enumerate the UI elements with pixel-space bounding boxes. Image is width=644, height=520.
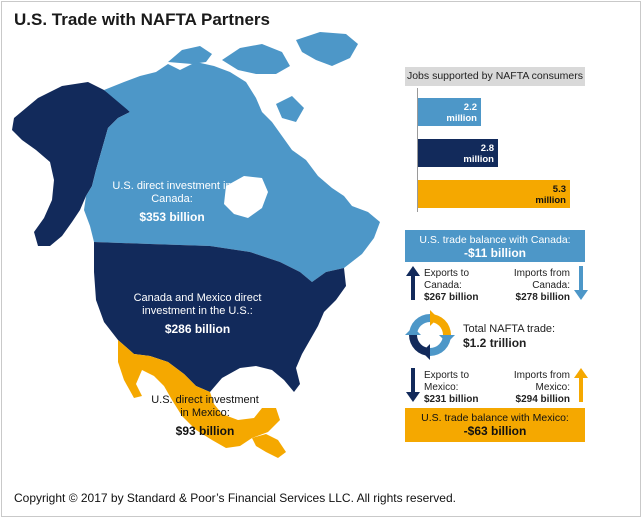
mexico-imports-value: $294 billion bbox=[515, 394, 570, 405]
jobs-bar-chart: 2.2 million 2.8 million 5.3 million bbox=[405, 88, 585, 212]
jobs-bar bbox=[418, 180, 570, 208]
canada-exports-value: $267 billion bbox=[424, 292, 479, 303]
mexico-investment-text: U.S. direct investment in Mexico: bbox=[151, 394, 259, 419]
mexico-imports-label: Imports from Mexico: bbox=[513, 370, 570, 393]
mexico-exports-value: $231 billion bbox=[424, 394, 479, 405]
mexico-investment-label: U.S. direct investment in Mexico: $93 bi… bbox=[150, 394, 260, 438]
jobs-chart-title: Jobs supported by NAFTA consumers bbox=[405, 67, 585, 86]
canada-imports: Imports from Canada: $278 billion bbox=[496, 268, 570, 304]
mexico-investment-amount: $93 billion bbox=[175, 424, 235, 438]
mexico-region bbox=[118, 340, 280, 448]
jobs-bar-label: 2.8 million bbox=[463, 143, 494, 165]
greenland-shape bbox=[296, 32, 358, 66]
total-trade-value: $1.2 trillion bbox=[463, 336, 527, 350]
jobs-bar-label: 5.3 million bbox=[535, 184, 566, 206]
us-investment-amount: $286 billion bbox=[164, 322, 231, 336]
canada-balance-box: U.S. trade balance with Canada: -$11 bil… bbox=[405, 230, 585, 262]
canada-balance-label: U.S. trade balance with Canada: bbox=[419, 234, 571, 246]
total-trade-label: Total NAFTA trade: bbox=[463, 323, 556, 335]
trade-cycle-icon bbox=[405, 310, 455, 360]
canada-investment-amount: $353 billion bbox=[139, 210, 205, 224]
canada-exports: Exports to Canada: $267 billion bbox=[424, 268, 500, 304]
mexico-imports: Imports from Mexico: $294 billion bbox=[496, 370, 570, 406]
canada-investment-text: U.S. direct investment in Canada: bbox=[112, 180, 232, 205]
us-investment-text: Canada and Mexico direct investment in t… bbox=[133, 292, 262, 317]
mexico-balance-box: U.S. trade balance with Mexico: -$63 bil… bbox=[405, 408, 585, 442]
mexico-exports: Exports to Mexico: $231 billion bbox=[424, 370, 500, 406]
us-investment-label: Canada and Mexico direct investment in t… bbox=[125, 292, 270, 336]
total-nafta-trade: Total NAFTA trade: $1.2 trillion bbox=[463, 322, 555, 350]
mexico-import-arrow-icon bbox=[574, 368, 588, 402]
arctic-islands bbox=[168, 44, 304, 122]
canada-export-arrow-icon bbox=[406, 266, 420, 300]
canada-exports-label: Exports to Canada: bbox=[424, 268, 470, 291]
copyright-notice: Copyright © 2017 by Standard & Poor’s Fi… bbox=[14, 491, 456, 505]
mexico-balance-value: -$63 billion bbox=[463, 424, 527, 438]
central-america-shape bbox=[252, 434, 286, 458]
canada-region bbox=[84, 62, 380, 282]
mexico-balance-label: U.S. trade balance with Mexico: bbox=[421, 412, 569, 424]
canada-balance-value: -$11 billion bbox=[463, 246, 526, 260]
page-title: U.S. Trade with NAFTA Partners bbox=[14, 10, 270, 29]
us-region bbox=[94, 242, 346, 392]
canada-imports-label: Imports from Canada: bbox=[513, 268, 570, 291]
jobs-bar-label: 2.2 million bbox=[446, 102, 477, 124]
jobs-bar bbox=[418, 98, 481, 126]
bar-chart-axis bbox=[417, 88, 418, 212]
hudson-bay bbox=[224, 176, 268, 218]
mexico-export-arrow-icon bbox=[406, 368, 420, 402]
mexico-exports-label: Exports to Mexico: bbox=[424, 370, 470, 393]
canada-investment-label: U.S. direct investment in Canada: $353 b… bbox=[112, 180, 232, 224]
canada-imports-value: $278 billion bbox=[515, 292, 570, 303]
north-america-map bbox=[12, 32, 380, 458]
canada-import-arrow-icon bbox=[574, 266, 588, 300]
jobs-bar bbox=[418, 139, 498, 167]
alaska-region bbox=[12, 82, 130, 246]
